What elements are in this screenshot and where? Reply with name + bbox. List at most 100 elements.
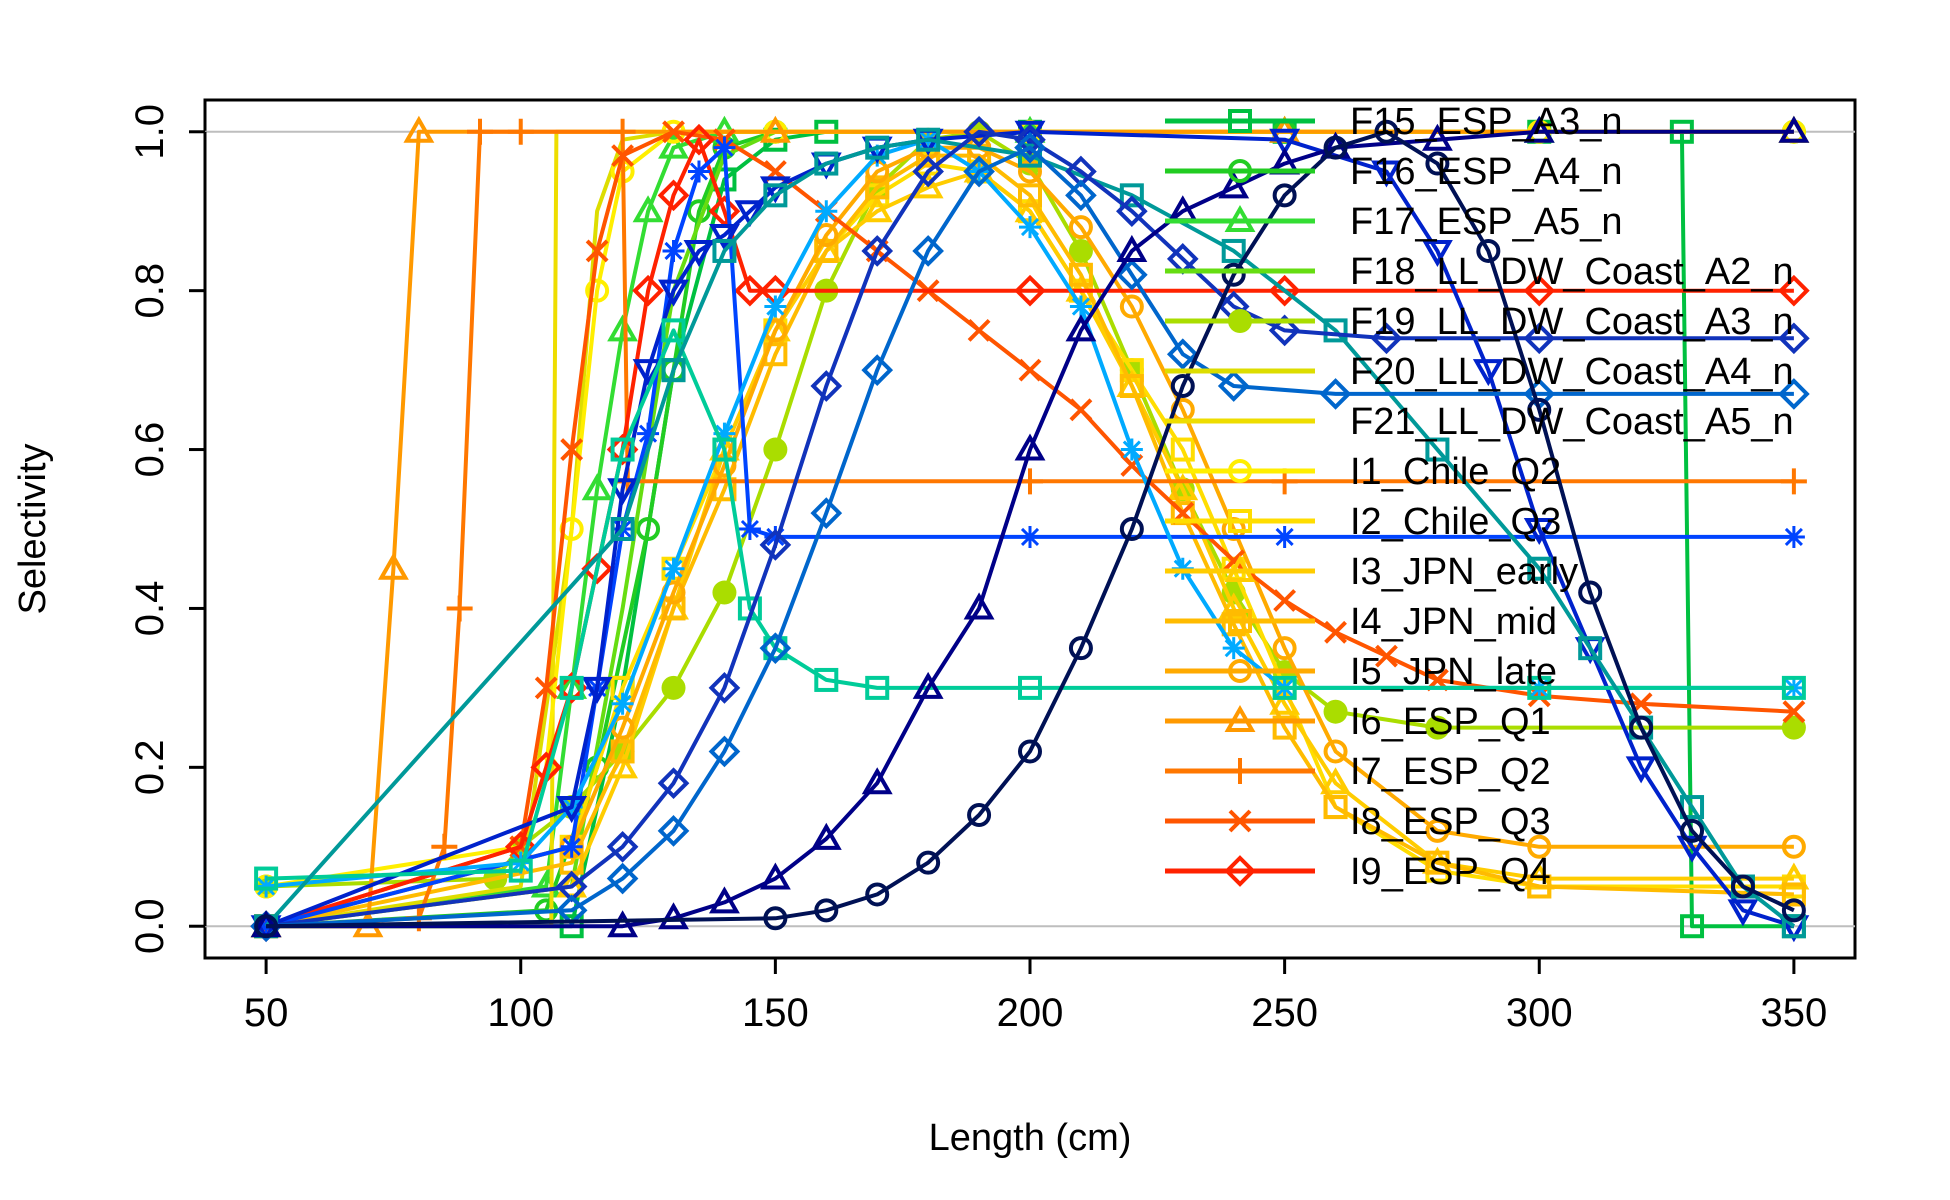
data-point: [1781, 882, 1806, 907]
data-point: [661, 596, 686, 621]
legend-entry: I3_JPN_early: [1165, 551, 1578, 593]
data-point: [865, 175, 890, 200]
legend-entry: F20_LL_DW_Coast_A4_n: [1165, 351, 1794, 393]
legend-label: I2_Chile_Q3: [1350, 501, 1561, 543]
legend-marker: [1227, 758, 1253, 784]
data-point: [1425, 437, 1450, 462]
series-19: [254, 318, 1806, 891]
data-point: [559, 675, 584, 700]
legend-entry: I4_JPN_mid: [1165, 601, 1557, 643]
data-point: [1120, 438, 1143, 461]
data-point: [1170, 437, 1195, 462]
legend-entry: I2_Chile_Q3: [1165, 501, 1561, 543]
data-point: [1018, 358, 1042, 382]
legend-label: F15_ESP_A3_n: [1350, 101, 1623, 143]
data-point: [1116, 195, 1148, 228]
data-point: [657, 767, 690, 800]
data-point: [1120, 454, 1144, 477]
data-point: [661, 358, 686, 383]
data-point: [661, 318, 686, 343]
data-point: [967, 318, 991, 342]
data-point: [1269, 128, 1301, 156]
legend-entry: F19_LL_DW_Coast_A3_n: [1165, 301, 1794, 343]
data-point: [509, 851, 532, 874]
x-tick-label: 200: [997, 991, 1064, 1035]
data-point: [1065, 179, 1097, 212]
data-point: [712, 437, 737, 462]
data-point: [1319, 378, 1352, 410]
data-point: [607, 478, 639, 506]
x-axis-title: Length (cm): [929, 1117, 1132, 1159]
data-point: [763, 636, 788, 661]
legend-marker: [1224, 554, 1256, 582]
series-line: [265, 129, 1794, 889]
data-point: [1730, 874, 1755, 899]
data-point: [1069, 398, 1093, 422]
data-point: [607, 314, 639, 342]
data-point: [1217, 370, 1250, 402]
data-point: [658, 902, 689, 930]
data-point: [763, 183, 788, 208]
data-point: [662, 239, 685, 262]
legend-label: I1_Chile_Q2: [1350, 451, 1561, 493]
data-point: [1323, 795, 1348, 820]
series-line: [266, 328, 1794, 881]
data-point: [1166, 338, 1199, 371]
data-point: [632, 274, 664, 307]
legend-entry: F16_ESP_A4_n: [1165, 151, 1623, 193]
data-point: [1782, 525, 1805, 548]
axes: 50 100 150 200 250 300 350 0.0 0.2 0.4 0.6 0.8 1.0: [128, 104, 1827, 1035]
y-tick-label: 0.6: [128, 422, 172, 478]
data-point: [1676, 835, 1708, 863]
data-point: [637, 422, 660, 445]
plot-area: [203, 98, 1857, 960]
series-line: [266, 129, 1794, 889]
data-point: [963, 592, 995, 620]
data-point: [1578, 636, 1603, 661]
data-point: [810, 822, 842, 850]
data-point: [632, 195, 664, 223]
data-point: [1425, 715, 1450, 740]
data-point: [1527, 834, 1552, 859]
data-point: [611, 144, 635, 168]
data-point: [658, 131, 689, 159]
data-point: [815, 200, 838, 223]
data-point: [713, 136, 736, 159]
data-point: [916, 850, 941, 875]
data-point: [1578, 580, 1603, 605]
data-point: [610, 517, 635, 541]
data-point: [467, 118, 493, 145]
legend-marker: [1228, 159, 1252, 183]
data-point: [658, 279, 689, 307]
data-point: [1323, 699, 1348, 724]
legend-marker: [1228, 659, 1252, 683]
data-point: [912, 171, 944, 199]
data-point: [759, 529, 792, 561]
data-point: [1116, 258, 1148, 291]
series-22: [250, 131, 1810, 943]
data-point: [1170, 374, 1195, 398]
y-axis: 0.0 0.2 0.4 0.6 0.8 1.0: [128, 104, 207, 954]
data-point: [916, 127, 941, 152]
legend-label: I3_JPN_early: [1350, 551, 1578, 593]
data-point: [1014, 123, 1046, 156]
data-point: [1421, 123, 1453, 151]
y-tick-label: 0.2: [128, 740, 172, 796]
data-point: [657, 179, 690, 212]
data-point: [1014, 131, 1046, 164]
data-point: [1375, 644, 1398, 668]
data-point: [254, 914, 279, 939]
data-point: [912, 671, 944, 699]
data-point: [1323, 739, 1348, 764]
data-point: [1323, 135, 1348, 160]
legend-label: F16_ESP_A4_n: [1350, 151, 1623, 193]
data-point: [759, 176, 791, 204]
data-point: [687, 160, 710, 183]
legend-label: F19_LL_DW_Coast_A3_n: [1350, 301, 1794, 343]
data-point: [865, 675, 890, 700]
data-point: [1018, 675, 1042, 700]
data-point: [1780, 468, 1807, 495]
data-point: [708, 224, 740, 252]
data-point: [508, 858, 533, 883]
data-point: [255, 875, 278, 898]
